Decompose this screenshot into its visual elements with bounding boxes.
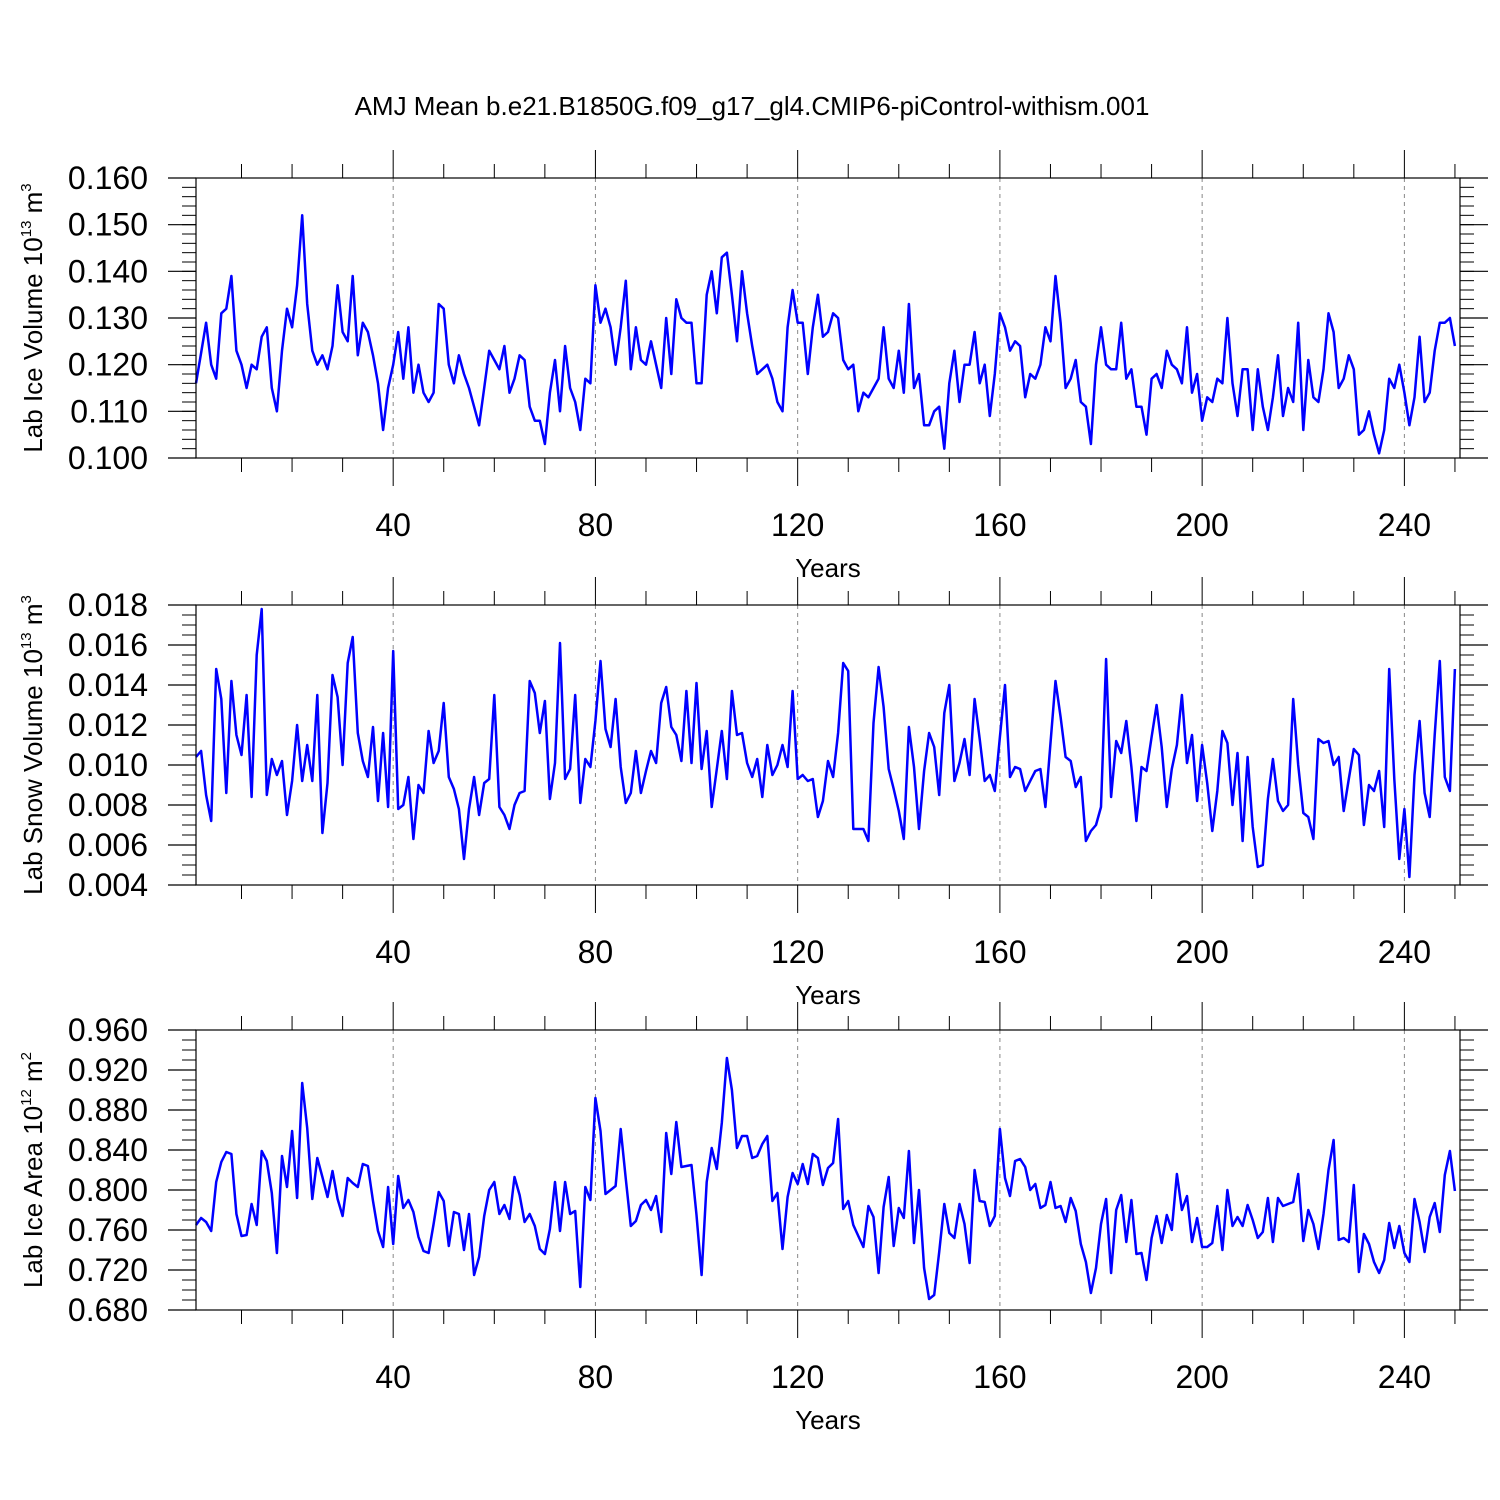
x-tick-label: 200 bbox=[1175, 507, 1228, 543]
ice-area-panel: 0.680 0.720 0.760 0.800 0.840 0.880 0.920 0.960… bbox=[18, 1002, 1488, 1435]
y-tick-label: 0.760 bbox=[68, 1212, 148, 1248]
x-tick-label: 120 bbox=[771, 934, 824, 970]
x-tick-label: 40 bbox=[375, 507, 411, 543]
x-tick-label: 240 bbox=[1378, 1359, 1431, 1395]
x-axis-label: Years bbox=[795, 553, 861, 583]
y-tick-label: 0.140 bbox=[68, 253, 148, 289]
y-tick-label: 0.150 bbox=[68, 207, 148, 243]
x-tick-label: 120 bbox=[771, 507, 824, 543]
x-tick-label: 240 bbox=[1378, 934, 1431, 970]
x-tick-label: 160 bbox=[973, 1359, 1026, 1395]
y-tick-label: 0.160 bbox=[68, 160, 148, 196]
x-tick-label: 80 bbox=[578, 1359, 614, 1395]
x-tick-label: 40 bbox=[375, 934, 411, 970]
y-tick-label: 0.960 bbox=[68, 1012, 148, 1048]
chart-title: AMJ Mean b.e21.B1850G.f09_g17_gl4.CMIP6-… bbox=[355, 91, 1150, 121]
ice-volume-panel: 0.100 0.110 0.120 0.130 0.140 0.150 0.160 40 80 1… bbox=[18, 150, 1488, 583]
x-tick-label: 200 bbox=[1175, 934, 1228, 970]
y-tick-label: 0.100 bbox=[68, 440, 148, 476]
y-tick-label: 0.018 bbox=[68, 587, 148, 623]
x-tick-label: 160 bbox=[973, 934, 1026, 970]
data-line-ice-area bbox=[194, 1056, 1457, 1301]
y-tick-label: 0.880 bbox=[68, 1092, 148, 1128]
x-tick-label: 200 bbox=[1175, 1359, 1228, 1395]
y-tick-label: 0.120 bbox=[68, 347, 148, 383]
y-tick-label: 0.012 bbox=[68, 707, 148, 743]
x-tick-label: 40 bbox=[375, 1359, 411, 1395]
y-tick-label: 0.004 bbox=[68, 867, 148, 903]
x-tick-label: 160 bbox=[973, 507, 1026, 543]
y-tick-label: 0.014 bbox=[68, 667, 148, 703]
x-tick-label: 240 bbox=[1378, 507, 1431, 543]
y-tick-label: 0.110 bbox=[70, 393, 148, 429]
snow-volume-panel: 0.004 0.006 0.008 0.010 0.012 0.014 0.016 0.018… bbox=[18, 577, 1488, 1010]
y-tick-label: 0.840 bbox=[68, 1132, 148, 1168]
y-axis-label: Lab Ice Area 1012 m2 bbox=[18, 1052, 48, 1288]
x-tick-label: 80 bbox=[578, 507, 614, 543]
y-axis-label: Lab Ice Volume 1013 m3 bbox=[18, 183, 48, 452]
y-tick-label: 0.016 bbox=[68, 627, 148, 663]
data-line-ice-volume bbox=[194, 214, 1457, 455]
y-tick-label: 0.800 bbox=[68, 1172, 148, 1208]
x-axis-label: Years bbox=[795, 1405, 861, 1435]
y-tick-label: 0.720 bbox=[68, 1252, 148, 1288]
y-tick-label: 0.010 bbox=[68, 747, 148, 783]
x-tick-label: 80 bbox=[578, 934, 614, 970]
y-tick-label: 0.920 bbox=[68, 1052, 148, 1088]
data-line-snow-volume bbox=[195, 607, 1457, 879]
y-tick-label: 0.680 bbox=[68, 1292, 148, 1328]
y-tick-label: 0.006 bbox=[68, 827, 148, 863]
y-axis-label: Lab Snow Volume 1013 m3 bbox=[18, 595, 48, 895]
x-axis-label: Years bbox=[795, 980, 861, 1010]
y-tick-label: 0.008 bbox=[68, 787, 148, 823]
y-tick-label: 0.130 bbox=[68, 300, 148, 336]
x-tick-label: 120 bbox=[771, 1359, 824, 1395]
